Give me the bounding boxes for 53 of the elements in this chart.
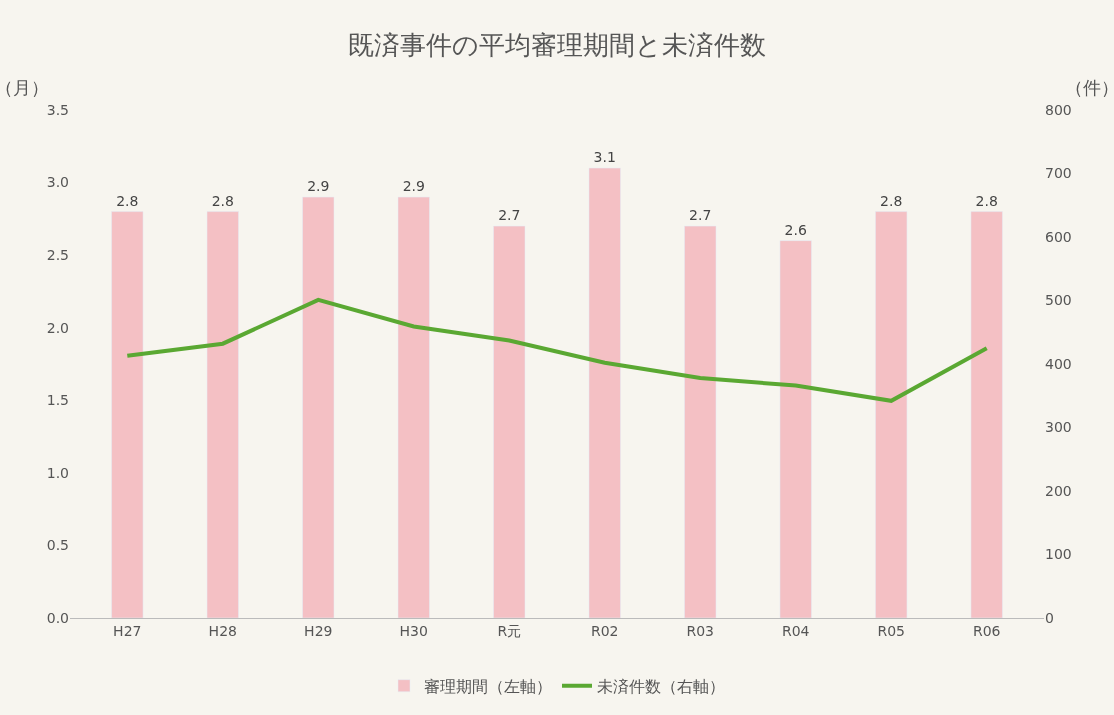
y2-tick-label: 700 — [1045, 165, 1072, 182]
y2-tick-label: 400 — [1045, 355, 1072, 372]
data-label: 2.8 — [975, 192, 998, 209]
x-tick-label: H28 — [208, 622, 237, 639]
bar — [111, 211, 144, 618]
data-label: 2.8 — [116, 192, 139, 209]
data-label: 2.7 — [689, 207, 712, 224]
x-tick-label: R02 — [590, 622, 619, 639]
x-tick-label: R03 — [686, 622, 715, 639]
bar — [397, 196, 430, 618]
y-tick-label: 2.5 — [46, 247, 69, 264]
x-tick-label: H29 — [304, 622, 333, 639]
data-label: 2.9 — [307, 178, 330, 195]
y-tick-label: 0.5 — [46, 537, 69, 554]
y-axis-title: （月） — [0, 77, 49, 98]
x-tick-label: H27 — [113, 622, 142, 639]
legend-label: 審理期間（左軸） — [424, 676, 552, 696]
y2-axis-title: （件） — [1065, 77, 1114, 98]
data-label: 2.6 — [784, 221, 807, 238]
y-tick-label: 3.0 — [46, 174, 69, 191]
y2-tick-label: 800 — [1045, 101, 1072, 118]
y2-tick-label: 500 — [1045, 292, 1072, 309]
y-tick-label: 1.5 — [46, 392, 69, 409]
legend-label: 未済件数（右軸） — [597, 676, 725, 696]
y2-tick-label: 100 — [1045, 546, 1072, 563]
bar — [684, 225, 717, 618]
x-tick-label: R04 — [781, 622, 810, 639]
chart-title: 既済事件の平均審理期間と未済件数 — [348, 29, 766, 60]
x-tick-label: R06 — [972, 622, 1001, 639]
x-tick-label: R05 — [877, 622, 905, 639]
x-tick-label: R元 — [497, 622, 522, 639]
y-tick-label: 2.0 — [46, 319, 69, 336]
bar — [875, 211, 908, 618]
bar — [970, 211, 1003, 618]
y-tick-label: 0.0 — [46, 609, 69, 626]
y2-tick-label: 0 — [1045, 609, 1054, 626]
data-label: 2.8 — [880, 192, 903, 209]
data-label: 2.9 — [402, 178, 425, 195]
bar — [206, 211, 239, 618]
data-label: 2.8 — [211, 192, 234, 209]
y-tick-label: 1.0 — [46, 464, 69, 481]
y2-tick-label: 600 — [1045, 228, 1072, 245]
data-label: 2.7 — [498, 207, 521, 224]
bar — [588, 167, 621, 618]
bar — [779, 240, 812, 618]
x-tick-label: H30 — [399, 622, 428, 639]
data-label: 3.1 — [593, 149, 616, 166]
y2-tick-label: 300 — [1045, 419, 1072, 436]
y-tick-label: 3.5 — [46, 101, 69, 118]
bar — [302, 196, 335, 618]
bar — [493, 225, 526, 618]
line-series — [125, 297, 989, 403]
y2-tick-label: 200 — [1045, 482, 1072, 499]
